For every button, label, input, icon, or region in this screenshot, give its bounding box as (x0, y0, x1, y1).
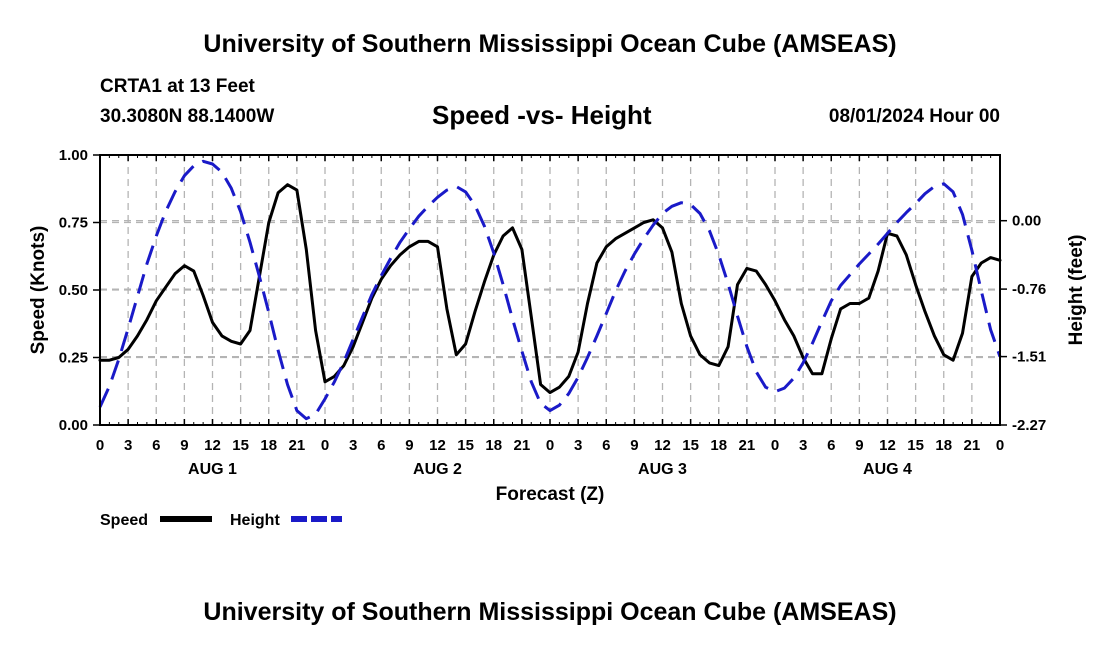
y-tick-label: 0.00 (59, 417, 88, 434)
legend-height-label: Height (230, 512, 280, 529)
station-coordinates: 30.3080N 88.1400W (100, 106, 275, 127)
chart-subtitle: Speed -vs- Height (432, 100, 652, 130)
x-tick-label: 18 (260, 437, 277, 454)
y2-tick-label: -1.51 (1012, 349, 1046, 366)
y2-tick-label: -0.76 (1012, 281, 1046, 298)
y-tick-label: 0.75 (59, 215, 88, 232)
x-tick-label: 9 (180, 437, 188, 454)
x-tick-label: 9 (855, 437, 863, 454)
x-tick-label: 6 (602, 437, 610, 454)
x-tick-label: 18 (935, 437, 952, 454)
x-tick-label: 3 (799, 437, 807, 454)
x-tick-label: 21 (289, 437, 306, 454)
x-tick-label: 12 (429, 437, 446, 454)
legend-speed-label: Speed (100, 512, 148, 529)
y-axis-label: Speed (Knots) (28, 226, 49, 355)
x-tick-label: 15 (682, 437, 699, 454)
x-tick-label: 0 (96, 437, 104, 454)
x-tick-label: 6 (377, 437, 385, 454)
station-label: CRTA1 at 13 Feet (100, 76, 255, 97)
height-series-line (98, 159, 1002, 421)
x-tick-label: 21 (739, 437, 756, 454)
day-label: AUG 4 (863, 461, 912, 478)
axes: 0 3 6 9 12 15 18 21 0 3 6 9 12 15 18 21 0 3 6 9 12 15 18 21 0 3 6 9… (59, 147, 1046, 478)
y-tick-label: 0.25 (59, 350, 88, 367)
y2-axis-label: Height (feet) (1066, 235, 1087, 346)
forecast-date: 08/01/2024 Hour 00 (828, 106, 1000, 127)
x-tick-label: 9 (630, 437, 638, 454)
x-tick-label: 15 (907, 437, 924, 454)
x-tick-label: 15 (232, 437, 249, 454)
x-tick-label: 0 (771, 437, 779, 454)
day-label: AUG 1 (188, 461, 237, 478)
chart-main-title: University of Southern Mississippi Ocean… (203, 30, 897, 58)
x-axis-label: Forecast (Z) (496, 484, 605, 505)
x-tick-label: 0 (321, 437, 329, 454)
speed-series-line (98, 183, 1002, 395)
x-tick-label: 12 (654, 437, 671, 454)
x-tick-label: 0 (996, 437, 1004, 454)
x-tick-label: 0 (546, 437, 554, 454)
x-tick-label: 21 (964, 437, 981, 454)
day-label: AUG 2 (413, 461, 462, 478)
y-tick-label: 1.00 (59, 147, 88, 164)
x-tick-label: 3 (349, 437, 357, 454)
y-tick-label: 0.50 (59, 282, 88, 299)
y2-tick-label: -2.27 (1012, 417, 1046, 434)
day-label: AUG 3 (638, 461, 687, 478)
chart-footer-title: University of Southern Mississippi Ocean… (203, 598, 897, 626)
x-tick-label: 6 (152, 437, 160, 454)
x-tick-label: 6 (827, 437, 835, 454)
y2-tick-label: 0.00 (1012, 213, 1041, 230)
legend: Speed Height (100, 512, 342, 529)
x-tick-label: 15 (457, 437, 474, 454)
x-tick-label: 21 (514, 437, 531, 454)
x-tick-label: 12 (879, 437, 896, 454)
x-tick-label: 12 (204, 437, 221, 454)
x-tick-label: 9 (405, 437, 413, 454)
grid (100, 155, 1000, 425)
x-tick-label: 18 (710, 437, 727, 454)
x-tick-label: 3 (574, 437, 582, 454)
x-tick-label: 18 (485, 437, 502, 454)
x-tick-label: 3 (124, 437, 132, 454)
series-layer (98, 159, 1002, 421)
